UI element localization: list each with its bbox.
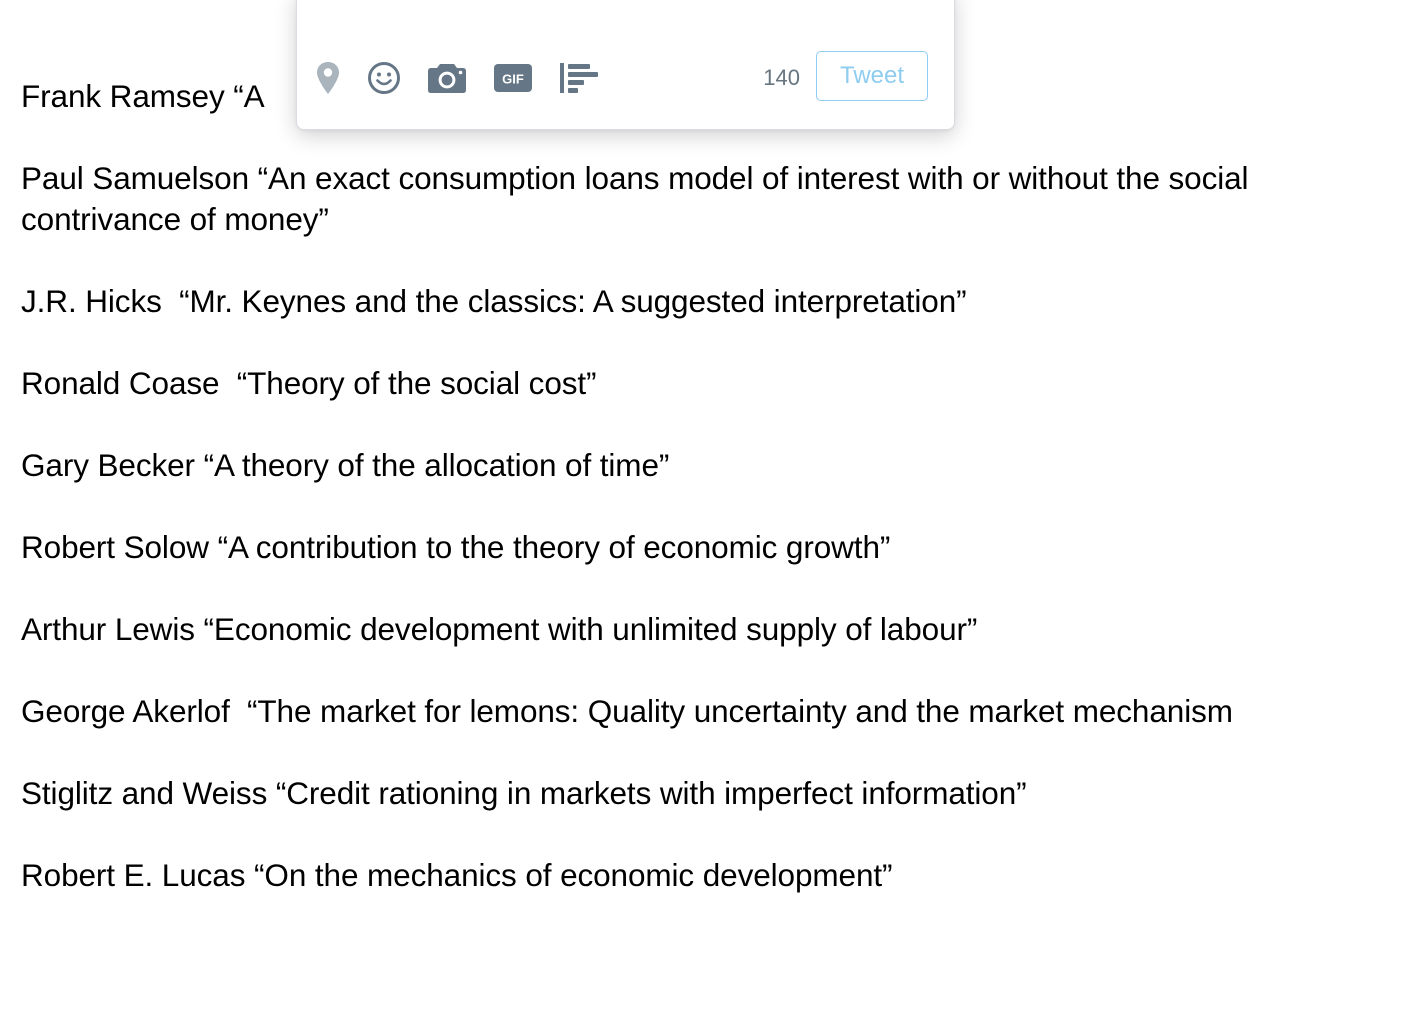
location-pin-icon[interactable]	[315, 58, 341, 98]
line-title: “A contribution to the theory of economi…	[217, 529, 891, 565]
poll-icon[interactable]	[559, 58, 599, 98]
line-author: Gary Becker	[21, 447, 195, 483]
line-author: Ronald Coase	[21, 365, 229, 401]
line-title: “A theory of the allocation of time”	[203, 447, 670, 483]
camera-icon[interactable]	[427, 58, 467, 98]
line-title: “The market for lemons: Quality uncertai…	[247, 693, 1233, 729]
tweet-toolbar: GIF	[315, 58, 625, 98]
line-title: “Credit rationing in markets with imperf…	[275, 775, 1027, 811]
line-author: Frank Ramsey	[21, 78, 225, 114]
tweet-compose-popover: GIF 140 Tweet	[296, 0, 955, 130]
emoji-icon[interactable]	[367, 58, 401, 98]
line-title: “Economic development with unlimited sup…	[203, 611, 978, 647]
document-line: Robert E. Lucas “On the mechanics of eco…	[21, 855, 1391, 896]
tweet-button[interactable]: Tweet	[816, 51, 928, 101]
line-title: “On the mechanics of economic developmen…	[254, 857, 893, 893]
line-author: George Akerlof	[21, 693, 239, 729]
document-text: Frank Ramsey “A Paul Samuelson “An exact…	[21, 76, 1391, 937]
svg-text:GIF: GIF	[502, 72, 524, 87]
line-author: Arthur Lewis	[21, 611, 195, 647]
line-author: J.R. Hicks	[21, 283, 171, 319]
line-author: Robert Solow	[21, 529, 209, 565]
gif-icon[interactable]: GIF	[493, 58, 533, 98]
document-line: Paul Samuelson “An exact consumption loa…	[21, 158, 1391, 240]
line-author: Paul Samuelson	[21, 160, 249, 196]
document-line: Frank Ramsey “A	[21, 76, 1391, 117]
document-line: Ronald Coase “Theory of the social cost”	[21, 363, 1391, 404]
line-title: “Theory of the social cost”	[236, 365, 597, 401]
document-line: Robert Solow “A contribution to the theo…	[21, 527, 1391, 568]
document-line: Gary Becker “A theory of the allocation …	[21, 445, 1391, 486]
document-line: Stiglitz and Weiss “Credit rationing in …	[21, 773, 1391, 814]
line-title: “A	[233, 78, 265, 114]
line-author: Stiglitz and Weiss	[21, 775, 268, 811]
line-title: “An exact consumption loans model of int…	[21, 160, 1249, 237]
document-line: J.R. Hicks “Mr. Keynes and the classics:…	[21, 281, 1391, 322]
line-title: “Mr. Keynes and the classics: A suggeste…	[179, 283, 967, 319]
document-line: George Akerlof “The market for lemons: Q…	[21, 691, 1391, 732]
document-line: Arthur Lewis “Economic development with …	[21, 609, 1391, 650]
line-author: Robert E. Lucas	[21, 857, 246, 893]
character-counter: 140	[763, 65, 800, 90]
